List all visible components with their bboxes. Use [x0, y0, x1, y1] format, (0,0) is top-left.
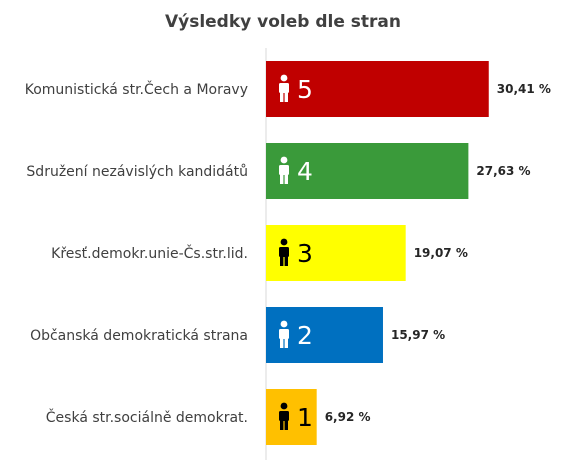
seat-count-label: 3 [297, 239, 313, 268]
bar [266, 143, 469, 199]
person-icon [279, 238, 289, 266]
seat-count-label: 2 [297, 321, 313, 350]
value-label: 27,63 % [476, 164, 530, 178]
person-icon-leg [280, 420, 284, 430]
seat-count-label: 4 [297, 157, 313, 186]
seat-count-label: 1 [297, 403, 313, 432]
bars-layer: Komunistická str.Čech a Moravy 5 30,41 % Sd… [25, 61, 551, 445]
person-icon-head [280, 74, 288, 82]
person-icon-leg [284, 174, 288, 184]
person-icon-body [279, 329, 289, 339]
person-icon-leg [280, 256, 284, 266]
value-label: 6,92 % [325, 410, 371, 424]
category-label: Občanská demokratická strana [30, 328, 248, 344]
person-icon-head [280, 238, 288, 246]
person-icon-leg [284, 92, 288, 102]
person-icon-body [279, 411, 289, 421]
category-label: Komunistická str.Čech a Moravy [25, 80, 248, 98]
person-icon-leg [284, 338, 288, 348]
person-icon-body [279, 83, 289, 93]
category-label: Sdružení nezávislých kandidátů [26, 164, 248, 180]
person-icon-head [280, 156, 288, 164]
person-icon-leg [284, 420, 288, 430]
person-icon-leg [280, 174, 284, 184]
person-icon-leg [280, 338, 284, 348]
person-icon [279, 74, 289, 102]
person-icon-body [279, 247, 289, 257]
chart-title: Výsledky voleb dle stran [165, 12, 401, 32]
category-label: Křesť.demokr.unie-Čs.str.lid. [51, 244, 248, 262]
bar [266, 225, 406, 281]
bar [266, 61, 489, 117]
person-icon-leg [280, 92, 284, 102]
person-icon-head [280, 320, 288, 328]
person-icon [279, 156, 289, 184]
person-icon [279, 320, 289, 348]
bar [266, 389, 317, 445]
value-label: 30,41 % [497, 82, 551, 96]
seat-count-label: 5 [297, 75, 313, 104]
category-label: Česká str.sociálně demokrat. [46, 408, 248, 426]
value-label: 19,07 % [414, 246, 468, 260]
value-label: 15,97 % [391, 328, 445, 342]
person-icon-leg [284, 256, 288, 266]
person-icon-head [280, 402, 288, 410]
person-icon [279, 402, 289, 430]
person-icon-body [279, 165, 289, 175]
